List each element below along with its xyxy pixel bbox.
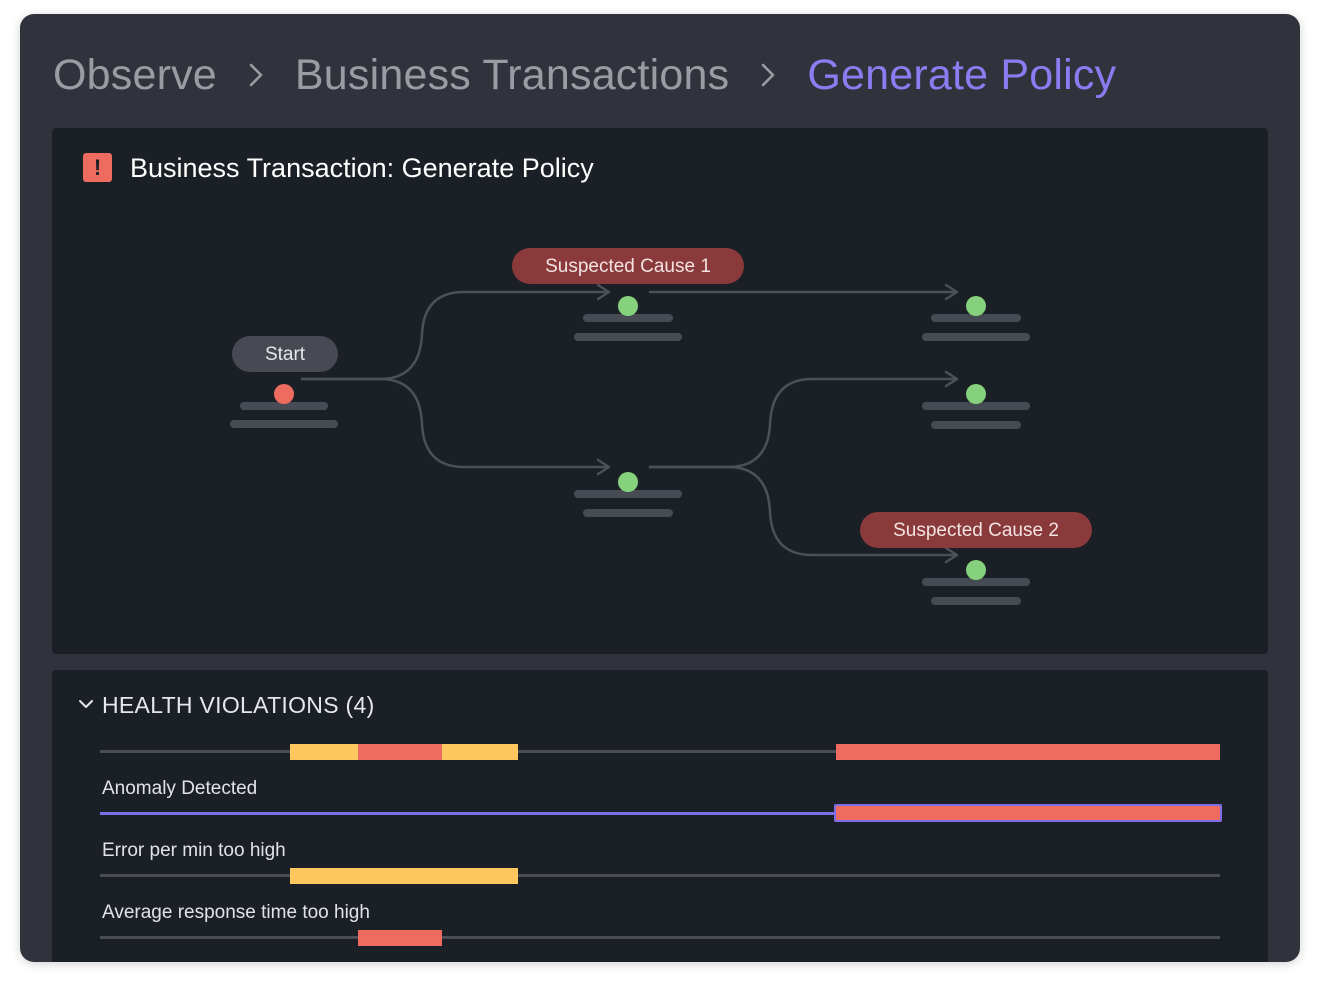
edge-node-2-to-node-4 [648, 377, 958, 469]
summary-error-segment[interactable] [836, 744, 1220, 760]
transaction-title: Business Transaction: Generate Policy [130, 153, 594, 183]
edge-start-to-node-1 [300, 290, 610, 381]
summary-timeline[interactable] [100, 750, 1220, 753]
anomaly-segment-selected[interactable] [834, 804, 1222, 822]
breadcrumb-business-transactions[interactable]: Business Transactions [294, 50, 730, 99]
flow-node-5[interactable] [966, 560, 986, 580]
chevron-down-icon [78, 697, 94, 715]
app-window: Observe Business Transactions Generate P… [20, 14, 1300, 962]
edge-start-to-node-2 [300, 377, 610, 469]
violation-label-response-time: Average response time too high [102, 902, 370, 923]
flow-node-2[interactable] [618, 472, 638, 492]
alert-icon: ! [83, 153, 112, 182]
start-node[interactable] [274, 384, 294, 404]
flow-node-4[interactable] [966, 384, 986, 404]
error-rate-segment[interactable] [290, 868, 518, 884]
flow-node-3[interactable] [966, 296, 986, 316]
violation-timeline-error-rate[interactable] [100, 874, 1220, 877]
start-label: Start [265, 344, 306, 365]
violation-label-anomaly: Anomaly Detected [102, 778, 258, 799]
health-violations-title: HEALTH VIOLATIONS (4) [102, 692, 375, 718]
transaction-flow-graph: Start Suspected Cause 1 Suspected Cause … [230, 248, 1092, 605]
breadcrumb-observe[interactable]: Observe [53, 50, 217, 99]
breadcrumb: Observe Business Transactions Generate P… [53, 48, 1116, 102]
response-time-segment[interactable] [358, 930, 442, 946]
start-label-pill: Start [232, 336, 338, 372]
violation-timeline-anomaly[interactable] [100, 812, 1220, 815]
health-violations-toggle[interactable]: HEALTH VIOLATIONS (4) [78, 692, 375, 719]
summary-warning-segment[interactable] [290, 744, 358, 760]
summary-warning-segment[interactable] [442, 744, 518, 760]
breadcrumb-generate-policy: Generate Policy [807, 50, 1117, 99]
chevron-right-icon [217, 55, 295, 95]
summary-error-segment[interactable] [358, 744, 442, 760]
suspected-cause-2-pill: Suspected Cause 2 [860, 512, 1092, 548]
suspected-cause-1-label: Suspected Cause 1 [545, 256, 711, 277]
transaction-panel: ! Business Transaction: Generate Policy [52, 128, 1268, 654]
health-violations-panel: HEALTH VIOLATIONS (4) Anomaly Detected E… [52, 670, 1268, 962]
suspected-cause-2-label: Suspected Cause 2 [893, 520, 1059, 541]
suspected-cause-1-pill: Suspected Cause 1 [512, 248, 744, 284]
edge-node-2-to-node-5 [648, 465, 958, 557]
violation-timeline-response-time[interactable] [100, 936, 1220, 939]
violation-label-error-rate: Error per min too high [102, 840, 286, 861]
flow-node-1[interactable] [618, 296, 638, 316]
chevron-right-icon [729, 55, 807, 95]
